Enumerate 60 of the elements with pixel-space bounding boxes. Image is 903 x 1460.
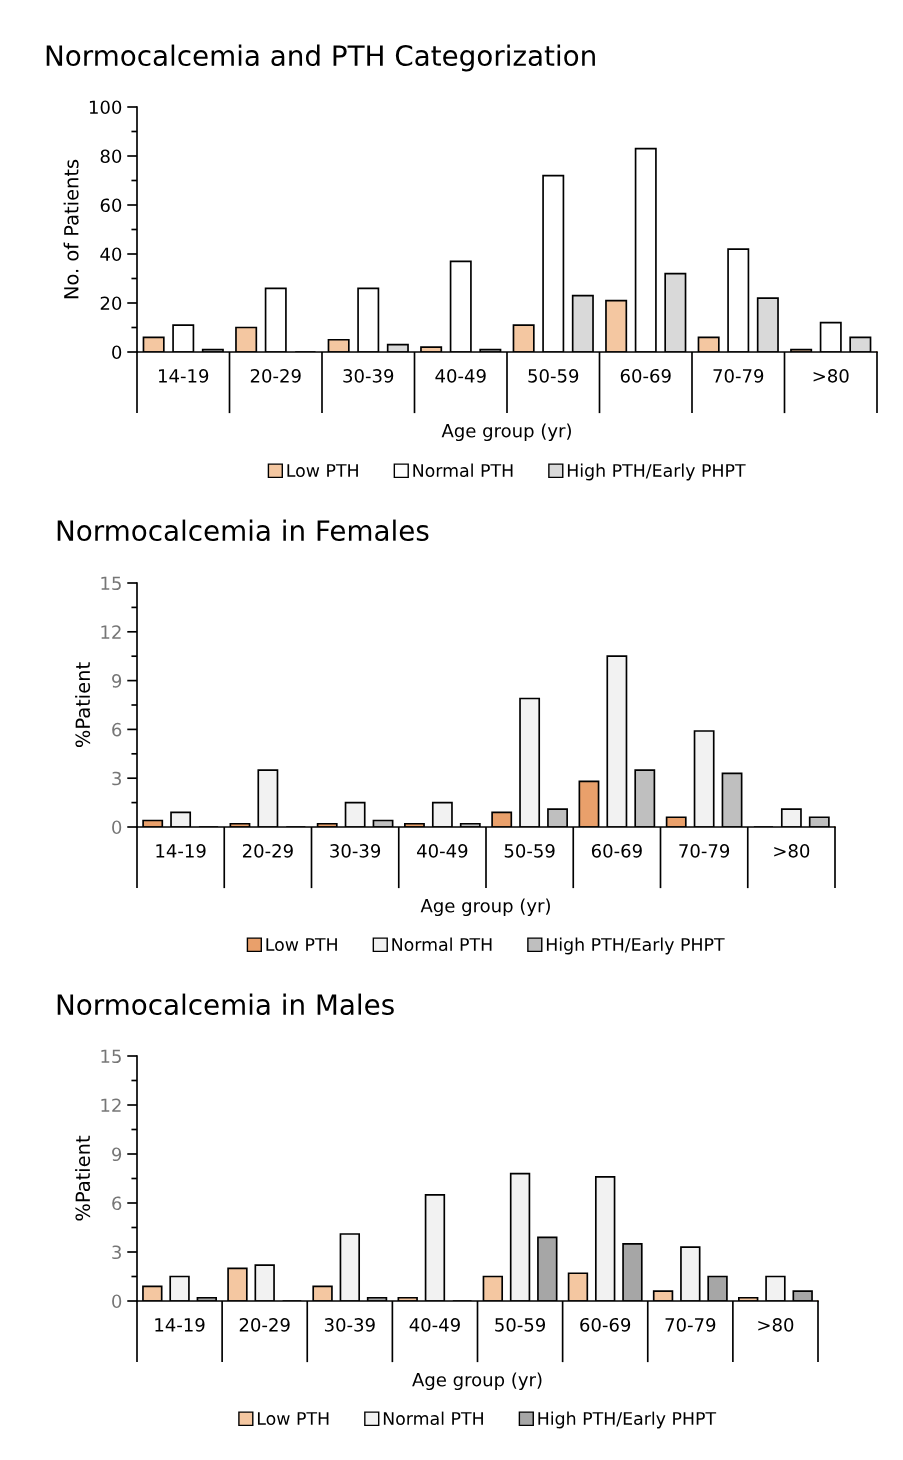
x-tick-label: 60-69 [620, 368, 671, 383]
y-tick-label: 6 [112, 722, 122, 737]
y-tick-label: 6 [112, 1196, 122, 1211]
y-tick-label: 3 [112, 1245, 121, 1260]
legend-label: High PTH/Early PHPT [538, 1411, 717, 1429]
legend-label: Low PTH [257, 1412, 329, 1426]
x-tick-label: 20-29 [239, 1317, 290, 1332]
x-axis-title: Age group (yr) [441, 423, 571, 441]
y-tick-label: 15 [101, 1049, 121, 1064]
y-tick-label: 0 [112, 820, 122, 835]
x-tick-label: 50-59 [495, 1317, 546, 1332]
legend-label: Normal PTH [413, 463, 513, 478]
y-tick-label: 15 [101, 576, 121, 591]
x-tick-label: 20-29 [250, 368, 301, 383]
chart-title: Normocalcemia in Females [57, 519, 429, 542]
legend-label: Normal PTH [392, 937, 492, 952]
x-tick-label: >80 [774, 843, 810, 858]
x-tick-label: 60-69 [591, 843, 642, 858]
legend-label: Normal PTH [383, 1411, 483, 1426]
x-axis-title: Age group (yr) [420, 898, 550, 916]
y-tick-label: 60 [100, 198, 122, 213]
y-tick-label: 12 [101, 1098, 121, 1112]
x-tick-label: 14-19 [156, 843, 206, 858]
x-tick-label: 60-69 [580, 1317, 631, 1332]
y-tick-label: 9 [112, 1147, 122, 1162]
y-axis-title: %Patient [75, 662, 91, 748]
x-tick-label: 30-39 [343, 368, 394, 383]
x-tick-label: 14-19 [159, 368, 209, 383]
y-tick-label: 40 [100, 247, 122, 262]
x-tick-label: >80 [758, 1317, 794, 1332]
x-tick-label: 30-39 [330, 843, 381, 858]
x-tick-label: 40-49 [409, 1317, 460, 1332]
y-tick-label: 9 [112, 674, 122, 688]
y-tick-label: 20 [100, 296, 122, 311]
y-tick-label: 80 [100, 149, 122, 164]
legend-label: Low PTH [287, 464, 358, 478]
y-tick-label: 0 [112, 345, 122, 360]
chart-title: Normocalcemia in Males [57, 993, 394, 1016]
x-tick-label: 70-79 [713, 368, 764, 383]
x-tick-label: 50-59 [504, 843, 555, 858]
x-tick-label: 20-29 [242, 843, 293, 858]
x-tick-label: 40-49 [417, 843, 468, 858]
x-tick-label: >80 [813, 368, 849, 383]
legend-label: High PTH/Early PHPT [546, 937, 725, 955]
y-tick-label: 3 [112, 771, 121, 786]
chart-title: Normocalcemia and PTH Categorization [46, 44, 595, 72]
y-tick-label: 0 [112, 1294, 122, 1309]
y-tick-label: 12 [101, 625, 121, 639]
x-axis-title: Age group (yr) [412, 1372, 542, 1390]
y-axis-title: %Patient [75, 1135, 91, 1221]
x-tick-label: 14-19 [155, 1317, 205, 1332]
x-tick-label: 30-39 [324, 1317, 375, 1332]
y-tick-label: 100 [89, 100, 122, 115]
x-tick-label: 40-49 [435, 368, 486, 383]
y-axis-title: No. of Patients [63, 159, 79, 299]
x-tick-label: 50-59 [528, 368, 579, 383]
legend-label: Low PTH [266, 938, 337, 952]
x-tick-label: 70-79 [665, 1317, 716, 1332]
legend-label: High PTH/Early PHPT [567, 463, 746, 481]
x-tick-label: 70-79 [679, 843, 730, 858]
